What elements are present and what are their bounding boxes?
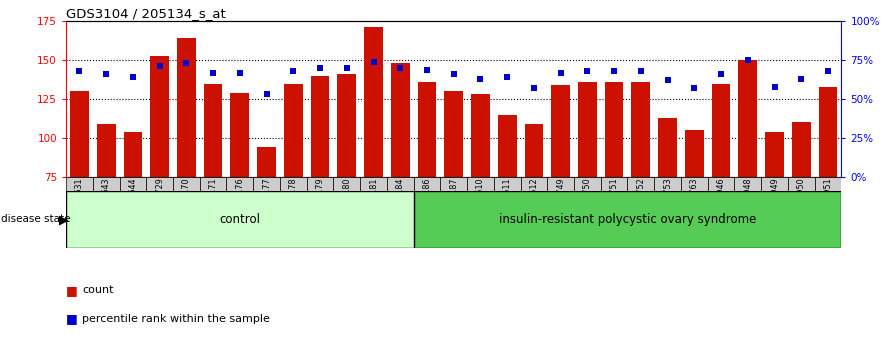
Text: ■: ■ bbox=[66, 284, 78, 297]
Text: GSM156179: GSM156179 bbox=[315, 177, 324, 226]
Bar bbox=[413, 191, 841, 248]
Bar bbox=[120, 177, 146, 191]
Bar bbox=[337, 74, 356, 177]
Text: GSM156511: GSM156511 bbox=[503, 177, 512, 226]
Bar bbox=[685, 130, 704, 177]
Text: GSM156512: GSM156512 bbox=[529, 177, 538, 226]
Bar bbox=[815, 177, 841, 191]
Bar bbox=[200, 177, 226, 191]
Bar bbox=[738, 60, 757, 177]
Bar bbox=[655, 177, 681, 191]
Bar bbox=[707, 177, 735, 191]
Text: ■: ■ bbox=[66, 312, 78, 325]
Bar bbox=[93, 177, 120, 191]
Text: GSM156946: GSM156946 bbox=[716, 177, 726, 226]
Bar bbox=[574, 177, 601, 191]
Bar bbox=[97, 124, 115, 177]
Bar bbox=[66, 191, 413, 248]
Bar bbox=[70, 91, 89, 177]
Text: GSM156177: GSM156177 bbox=[262, 177, 271, 226]
Text: control: control bbox=[219, 213, 261, 226]
Bar bbox=[471, 95, 490, 177]
Text: GSM156951: GSM156951 bbox=[824, 177, 833, 226]
Bar bbox=[173, 177, 200, 191]
Text: GSM156186: GSM156186 bbox=[423, 177, 432, 226]
Text: GSM156178: GSM156178 bbox=[289, 177, 298, 226]
Text: GSM156753: GSM156753 bbox=[663, 177, 672, 226]
Text: GSM156749: GSM156749 bbox=[556, 177, 565, 226]
Bar bbox=[413, 177, 440, 191]
Bar bbox=[498, 115, 516, 177]
Bar bbox=[418, 82, 436, 177]
Bar bbox=[712, 84, 730, 177]
Bar bbox=[66, 177, 93, 191]
Bar bbox=[524, 124, 544, 177]
Text: GSM156752: GSM156752 bbox=[636, 177, 646, 226]
Bar bbox=[766, 132, 784, 177]
Bar bbox=[123, 132, 142, 177]
Text: ▶: ▶ bbox=[59, 213, 69, 226]
Bar bbox=[146, 177, 173, 191]
Bar bbox=[735, 177, 761, 191]
Text: GSM156948: GSM156948 bbox=[744, 177, 752, 226]
Text: GSM156181: GSM156181 bbox=[369, 177, 378, 226]
Bar bbox=[333, 177, 360, 191]
Bar bbox=[151, 56, 169, 177]
Bar bbox=[360, 177, 387, 191]
Text: GSM156763: GSM156763 bbox=[690, 177, 699, 226]
Text: GSM156751: GSM156751 bbox=[610, 177, 618, 226]
Text: GDS3104 / 205134_s_at: GDS3104 / 205134_s_at bbox=[66, 7, 226, 20]
Text: GSM156184: GSM156184 bbox=[396, 177, 404, 226]
Bar bbox=[231, 93, 249, 177]
Bar bbox=[552, 85, 570, 177]
Bar bbox=[364, 28, 383, 177]
Bar bbox=[226, 177, 253, 191]
Bar bbox=[761, 177, 788, 191]
Text: GSM156176: GSM156176 bbox=[235, 177, 244, 226]
Bar bbox=[788, 177, 815, 191]
Bar bbox=[444, 91, 463, 177]
Bar bbox=[257, 147, 276, 177]
Bar bbox=[578, 82, 596, 177]
Text: GSM156950: GSM156950 bbox=[796, 177, 806, 226]
Bar bbox=[818, 87, 837, 177]
Bar bbox=[632, 82, 650, 177]
Bar bbox=[601, 177, 627, 191]
Bar bbox=[627, 177, 655, 191]
Text: percentile rank within the sample: percentile rank within the sample bbox=[82, 314, 270, 324]
Bar bbox=[284, 84, 303, 177]
Bar bbox=[494, 177, 521, 191]
Bar bbox=[280, 177, 307, 191]
Bar bbox=[307, 177, 333, 191]
Bar bbox=[792, 122, 811, 177]
Bar bbox=[391, 63, 410, 177]
Bar bbox=[204, 84, 223, 177]
Text: GSM156170: GSM156170 bbox=[181, 177, 191, 226]
Text: GSM156750: GSM156750 bbox=[583, 177, 592, 226]
Bar bbox=[440, 177, 467, 191]
Text: GSM155631: GSM155631 bbox=[75, 177, 84, 226]
Text: GSM156171: GSM156171 bbox=[209, 177, 218, 226]
Text: GSM156187: GSM156187 bbox=[449, 177, 458, 226]
Text: count: count bbox=[82, 285, 114, 295]
Text: insulin-resistant polycystic ovary syndrome: insulin-resistant polycystic ovary syndr… bbox=[499, 213, 756, 226]
Text: GSM155644: GSM155644 bbox=[129, 177, 137, 226]
Bar bbox=[177, 38, 196, 177]
Text: disease state: disease state bbox=[1, 215, 70, 224]
Text: GSM155729: GSM155729 bbox=[155, 177, 164, 226]
Text: GSM156949: GSM156949 bbox=[770, 177, 779, 226]
Bar bbox=[547, 177, 574, 191]
Bar bbox=[604, 82, 624, 177]
Bar bbox=[658, 118, 677, 177]
Bar bbox=[681, 177, 707, 191]
Bar bbox=[311, 76, 329, 177]
Text: GSM155643: GSM155643 bbox=[101, 177, 111, 226]
Bar bbox=[521, 177, 547, 191]
Bar bbox=[467, 177, 494, 191]
Text: GSM156510: GSM156510 bbox=[476, 177, 485, 226]
Bar bbox=[387, 177, 413, 191]
Bar bbox=[253, 177, 280, 191]
Text: GSM156180: GSM156180 bbox=[343, 177, 352, 226]
